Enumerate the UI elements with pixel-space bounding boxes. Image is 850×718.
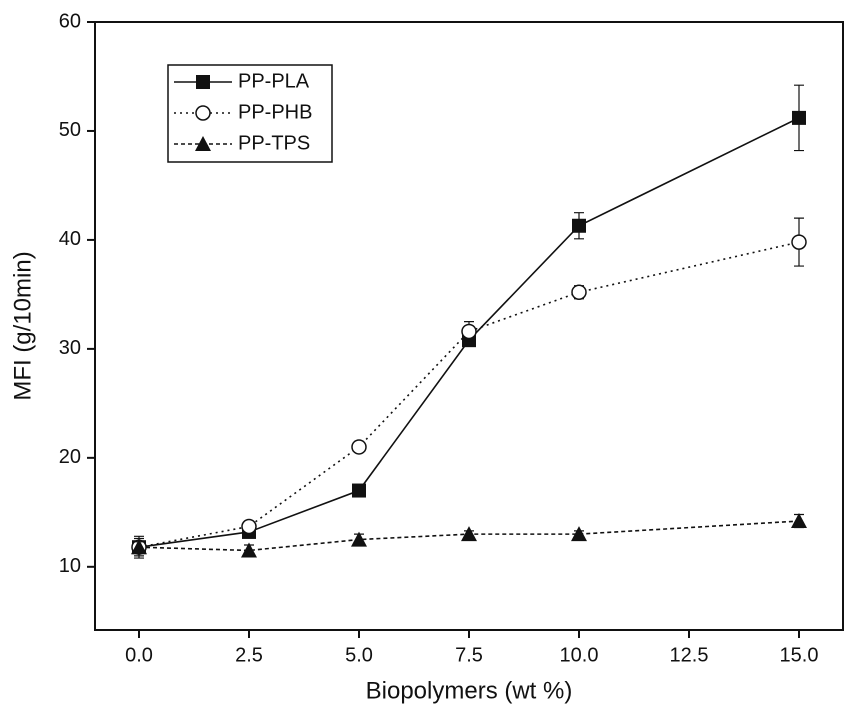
legend-marker [196, 75, 210, 89]
y-tick-label: 10 [59, 555, 81, 577]
y-tick-label: 40 [59, 228, 81, 250]
series-line [138, 241, 800, 548]
x-tick-label: 12.5 [670, 644, 709, 666]
legend-text: PP-TPS [238, 132, 310, 154]
marker [791, 234, 807, 250]
x-tick-label: 2.5 [235, 644, 263, 666]
marker [572, 218, 586, 233]
y-tick-label: 30 [59, 337, 81, 359]
x-tick-label: 15.0 [780, 644, 819, 666]
legend-text: PP-PHB [238, 101, 312, 123]
series-line [138, 117, 800, 548]
y-tick-label: 50 [59, 119, 81, 141]
marker [792, 110, 806, 125]
legend-marker [195, 105, 211, 121]
x-axis-label: Biopolymers (wt %) [366, 677, 573, 704]
marker [571, 284, 587, 300]
legend-marker [195, 136, 211, 151]
marker [351, 439, 367, 455]
marker [241, 518, 257, 535]
marker [131, 539, 147, 555]
x-tick-label: 7.5 [455, 644, 483, 666]
marker [461, 323, 477, 340]
y-tick-label: 60 [59, 10, 81, 32]
series-line [138, 520, 800, 552]
marker [791, 513, 807, 529]
marker [352, 483, 366, 498]
marker [461, 526, 477, 542]
marker [351, 531, 367, 547]
marker [571, 526, 587, 542]
x-tick-label: 0.0 [125, 644, 153, 666]
x-tick-label: 5.0 [345, 644, 373, 666]
legend-text: PP-PLA [238, 70, 310, 92]
y-axis-label: MFI (g/10min) [9, 251, 36, 400]
x-tick-label: 10.0 [560, 644, 599, 666]
marker [241, 542, 257, 558]
y-tick-label: 20 [59, 446, 81, 468]
